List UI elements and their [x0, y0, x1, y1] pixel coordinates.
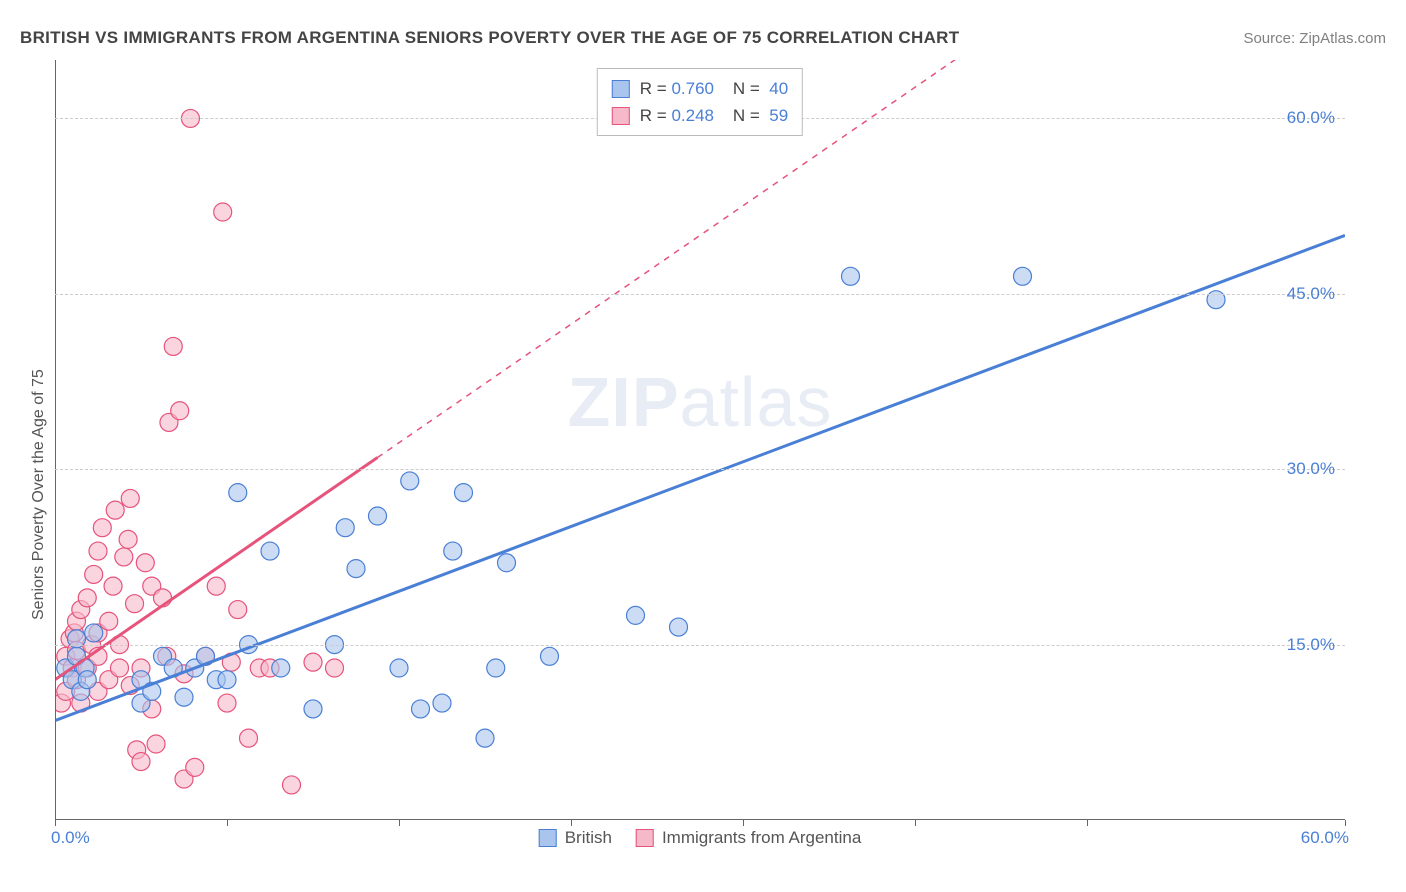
data-point	[1014, 267, 1032, 285]
data-point	[347, 560, 365, 578]
legend-label: British	[565, 828, 612, 848]
data-point	[214, 203, 232, 221]
data-point	[218, 671, 236, 689]
x-tick	[915, 820, 916, 826]
gridline	[55, 645, 1345, 646]
data-point	[207, 577, 225, 595]
data-point	[100, 612, 118, 630]
legend-swatch-argentina	[612, 107, 630, 125]
legend-row-british: R = 0.760 N = 40	[612, 75, 788, 102]
data-point	[369, 507, 387, 525]
y-tick-label: 15.0%	[1287, 635, 1335, 655]
data-point	[186, 758, 204, 776]
legend-swatch-british	[612, 80, 630, 98]
data-point	[229, 601, 247, 619]
data-point	[842, 267, 860, 285]
data-point	[326, 659, 344, 677]
data-point	[106, 501, 124, 519]
data-point	[78, 589, 96, 607]
data-point	[115, 548, 133, 566]
data-point	[85, 565, 103, 583]
data-point	[261, 542, 279, 560]
gridline	[55, 294, 1345, 295]
data-point	[147, 735, 165, 753]
data-point	[390, 659, 408, 677]
y-axis-label: Seniors Poverty Over the Age of 75	[30, 369, 48, 620]
x-axis-line	[55, 819, 1345, 820]
x-tick-label-end: 60.0%	[1301, 828, 1349, 848]
data-point	[119, 530, 137, 548]
data-point	[444, 542, 462, 560]
x-tick	[227, 820, 228, 826]
data-point	[89, 542, 107, 560]
data-point	[401, 472, 419, 490]
data-point	[136, 554, 154, 572]
source-label: Source: ZipAtlas.com	[1243, 30, 1386, 47]
data-point	[627, 606, 645, 624]
data-point	[104, 577, 122, 595]
data-point	[85, 624, 103, 642]
data-point	[304, 653, 322, 671]
data-point	[111, 659, 129, 677]
data-point	[455, 484, 473, 502]
data-point	[498, 554, 516, 572]
data-point	[78, 671, 96, 689]
legend-swatch-icon	[539, 829, 557, 847]
y-tick-label: 30.0%	[1287, 459, 1335, 479]
data-point	[412, 700, 430, 718]
data-point	[272, 659, 290, 677]
legend-row-argentina: R = 0.248 N = 59	[612, 102, 788, 129]
scatter-plot	[55, 60, 1345, 820]
legend-correlation: R = 0.760 N = 40 R = 0.248 N = 59	[597, 68, 803, 136]
y-axis-line	[55, 60, 56, 820]
x-tick-label-start: 0.0%	[51, 828, 90, 848]
data-point	[121, 489, 139, 507]
chart-title: BRITISH VS IMMIGRANTS FROM ARGENTINA SEN…	[20, 28, 959, 48]
x-tick	[571, 820, 572, 826]
data-point	[670, 618, 688, 636]
x-tick	[55, 820, 56, 826]
x-tick	[1345, 820, 1346, 826]
legend-swatch-icon	[636, 829, 654, 847]
data-point	[283, 776, 301, 794]
data-point	[175, 688, 193, 706]
data-point	[93, 519, 111, 537]
legend-item-argentina: Immigrants from Argentina	[636, 828, 861, 848]
data-point	[126, 595, 144, 613]
data-point	[336, 519, 354, 537]
y-tick-label: 60.0%	[1287, 108, 1335, 128]
data-point	[132, 753, 150, 771]
x-tick	[743, 820, 744, 826]
legend-item-british: British	[539, 828, 612, 848]
gridline	[55, 469, 1345, 470]
data-point	[541, 647, 559, 665]
data-point	[304, 700, 322, 718]
data-point	[240, 729, 258, 747]
x-tick	[1087, 820, 1088, 826]
data-point	[433, 694, 451, 712]
legend-series: British Immigrants from Argentina	[539, 828, 862, 848]
data-point	[218, 694, 236, 712]
data-point	[487, 659, 505, 677]
data-point	[164, 337, 182, 355]
chart-area: 15.0%30.0%45.0%60.0% ZIPatlas R = 0.760 …	[55, 60, 1345, 820]
y-tick-label: 45.0%	[1287, 284, 1335, 304]
x-tick	[399, 820, 400, 826]
data-point	[476, 729, 494, 747]
data-point	[229, 484, 247, 502]
data-point	[171, 402, 189, 420]
legend-label: Immigrants from Argentina	[662, 828, 861, 848]
